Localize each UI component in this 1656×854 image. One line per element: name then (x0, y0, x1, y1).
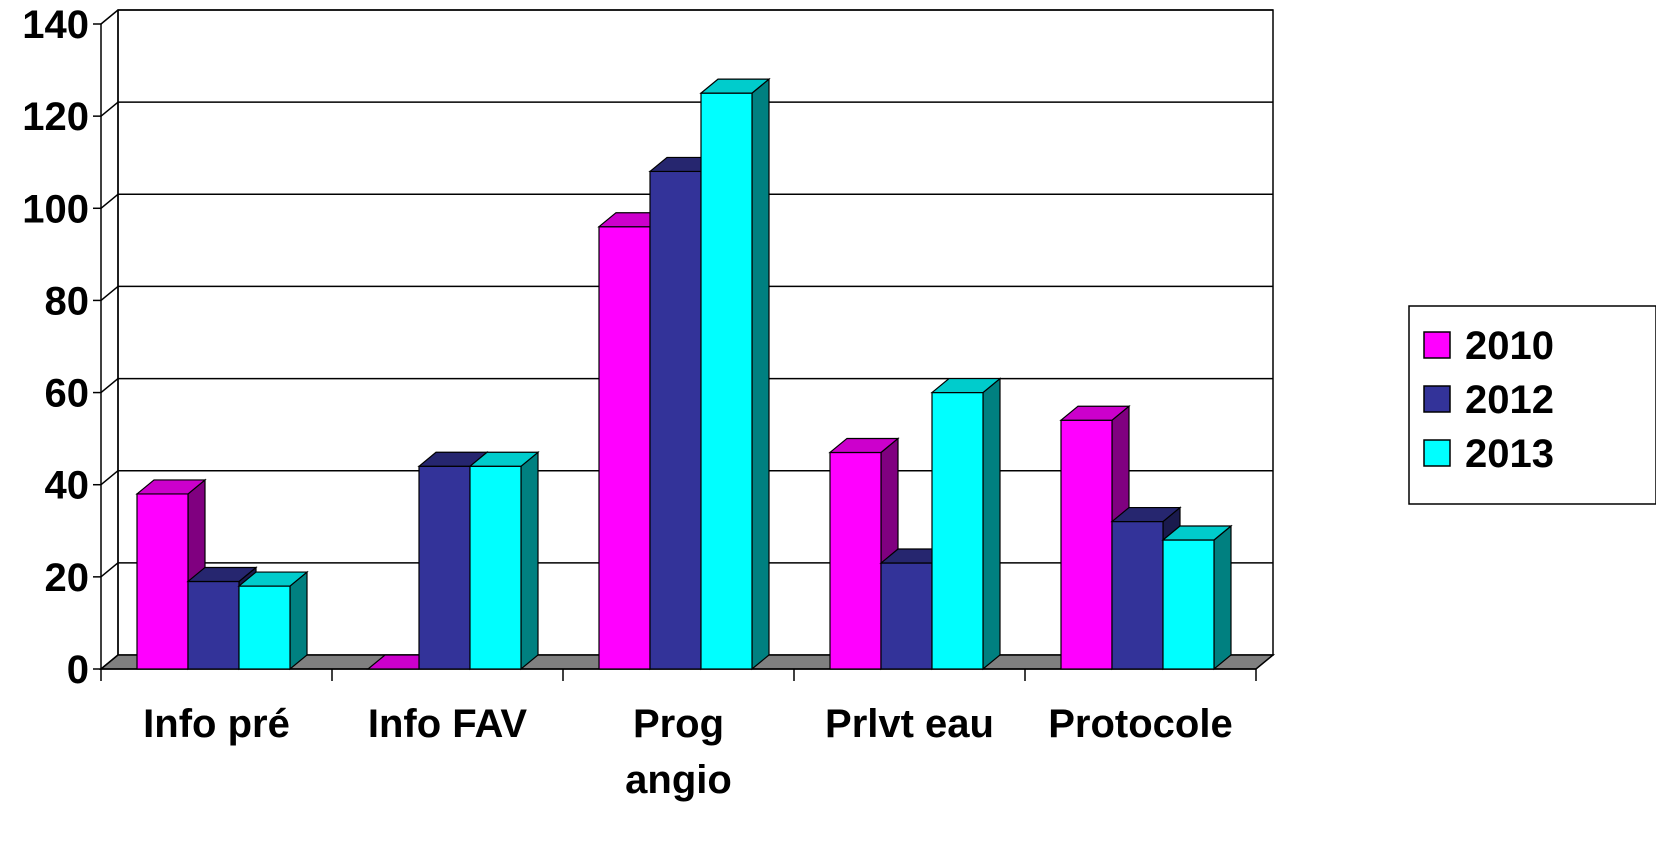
y-tick-label: 140 (22, 3, 89, 47)
bar (469, 465, 522, 670)
y-tick-label: 120 (22, 95, 89, 139)
gridline-depth (100, 285, 119, 302)
bar (700, 92, 753, 670)
legend-label: 2010 (1465, 324, 1554, 368)
y-tick-label: 60 (45, 372, 90, 416)
bar-side (1213, 524, 1232, 671)
y-tick-label: 40 (45, 464, 90, 508)
legend-label: 2012 (1465, 378, 1554, 422)
bar-top (1161, 525, 1233, 541)
legend-label: 2013 (1465, 432, 1554, 476)
bar (649, 170, 702, 670)
bar (931, 391, 984, 670)
bar-side (982, 377, 1001, 671)
bar (598, 226, 651, 670)
bar (829, 451, 882, 670)
bar (238, 585, 291, 670)
gridline-depth (100, 101, 119, 117)
bar-top (828, 437, 900, 454)
gridline-depth (100, 562, 119, 578)
y-tick-label: 0 (67, 648, 89, 692)
bar-top (237, 571, 309, 587)
legend-swatch (1423, 385, 1451, 413)
gridline-depth (100, 470, 119, 486)
gridline-depth (100, 9, 119, 25)
y-tick-label: 20 (45, 556, 90, 600)
x-tick-label: Prog (633, 702, 724, 746)
bar-top (1059, 405, 1131, 421)
bar-top (186, 566, 258, 583)
y-tick-label: 100 (22, 187, 89, 231)
bar-side (751, 77, 770, 671)
bar (1162, 539, 1215, 670)
gridline-depth (100, 377, 119, 394)
bar-side (520, 451, 539, 671)
bar (880, 562, 933, 670)
legend-swatch (1423, 331, 1451, 359)
bar (1111, 520, 1164, 670)
bar (136, 493, 189, 670)
bar-top (699, 78, 771, 94)
bar-side (289, 570, 308, 671)
legend-swatch (1423, 439, 1451, 467)
y-tick-label: 80 (45, 279, 90, 323)
bar-top (930, 377, 1002, 394)
bar (187, 580, 240, 670)
gridline-depth (100, 193, 119, 209)
bar-top (135, 479, 207, 495)
x-tick-label: Prlvt eau (825, 702, 994, 746)
bar-top (1110, 506, 1182, 523)
x-tick-label: Info FAV (368, 702, 528, 746)
bar-top (468, 451, 540, 467)
bar (418, 465, 471, 670)
bar (1060, 419, 1113, 670)
x-tick-label: angio (625, 758, 732, 802)
x-tick-label: Protocole (1048, 702, 1232, 746)
x-tick-label: Info pré (143, 702, 290, 746)
